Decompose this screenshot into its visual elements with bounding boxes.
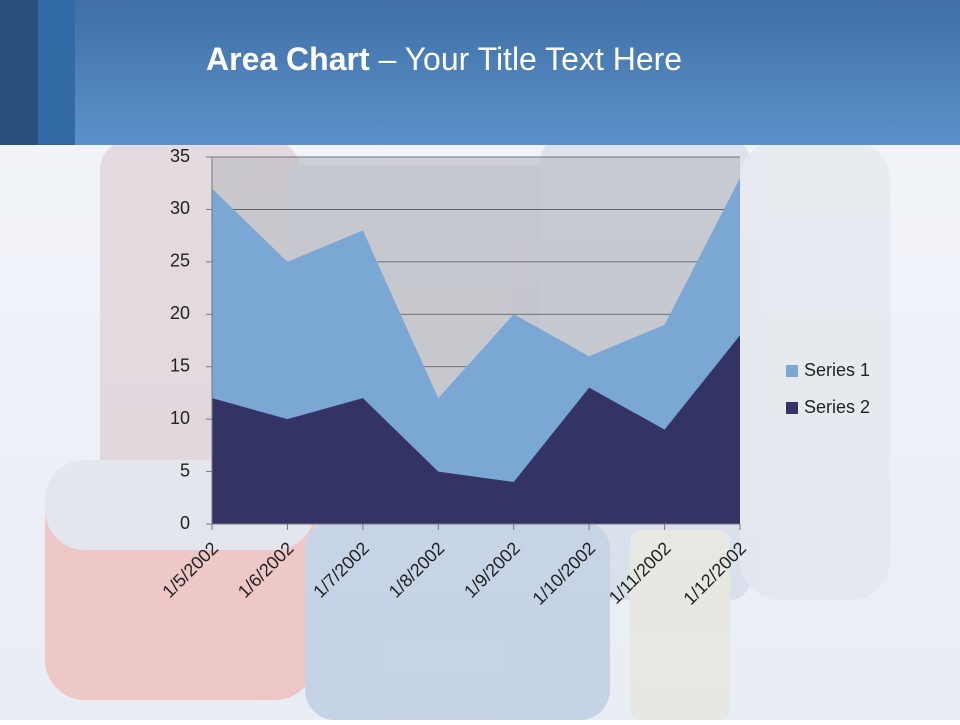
header-band	[0, 0, 960, 145]
header-stripe	[38, 0, 75, 145]
y-tick-label: 20	[170, 303, 190, 323]
y-tick-label: 15	[170, 355, 190, 375]
header-stripe	[0, 0, 38, 145]
legend-swatch	[786, 402, 798, 414]
title-bold: Area Chart	[206, 41, 370, 77]
legend-swatch	[786, 365, 798, 377]
y-tick-label: 25	[170, 251, 190, 271]
legend-label: Series 1	[804, 360, 870, 380]
y-tick-label: 35	[170, 146, 190, 166]
area	[212, 335, 740, 524]
y-tick-label: 30	[170, 198, 190, 218]
title-rest: – Your Title Text Here	[379, 41, 683, 77]
y-tick-label: 5	[180, 460, 190, 480]
y-tick-label: 10	[170, 408, 190, 428]
y-tick-label: 0	[180, 513, 190, 533]
chart-title: Area Chart – Your Title Text Here	[206, 41, 682, 77]
legend-label: Series 2	[804, 397, 870, 417]
